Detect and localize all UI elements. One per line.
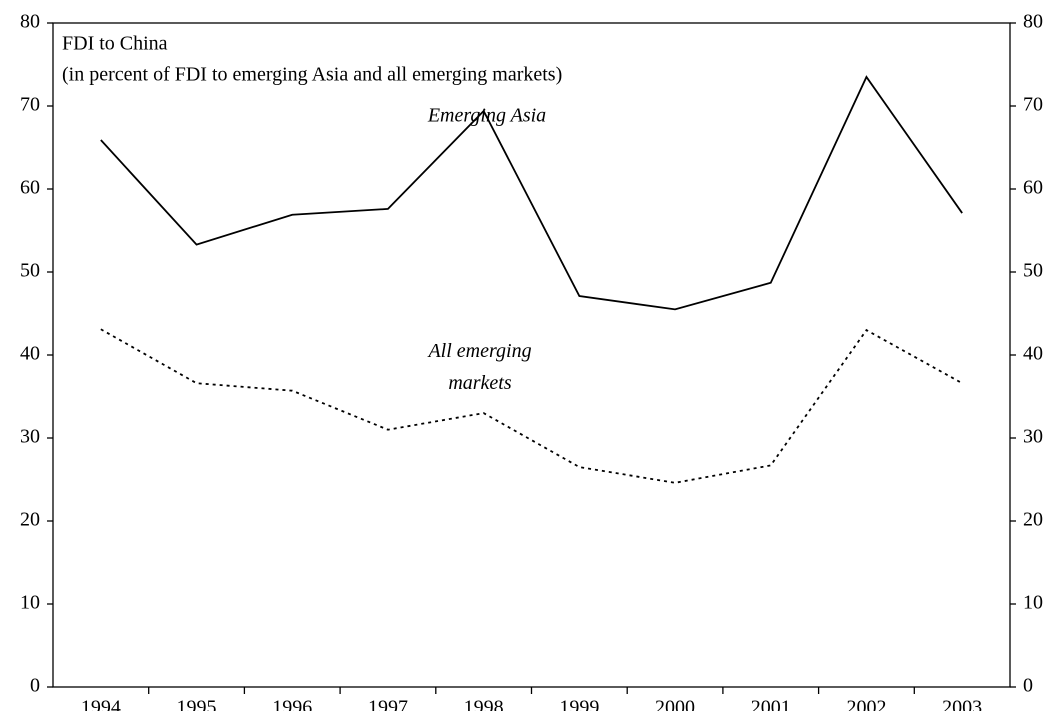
series-label: All emerging markets <box>426 340 531 394</box>
x-tick-label: 2001 <box>751 697 791 711</box>
y-tick-label: 80 <box>20 11 40 33</box>
series-label: Emerging Asia <box>427 105 546 127</box>
y2-tick-label: 10 <box>1023 592 1043 614</box>
series-line <box>100 75 963 311</box>
chart-title: FDI to China <box>62 33 168 55</box>
y-tick-label: 10 <box>20 592 40 614</box>
y-tick-label: 0 <box>30 675 40 697</box>
y2-tick-label: 30 <box>1023 426 1043 448</box>
series-label-line: markets <box>448 372 512 394</box>
y-tick-label: 20 <box>20 509 40 531</box>
y2-tick-label: 40 <box>1023 343 1043 365</box>
chart-subtitle: (in percent of FDI to emerging Asia and … <box>62 64 562 86</box>
x-tick-label: 1996 <box>272 697 312 711</box>
y2-tick-label: 0 <box>1023 675 1033 697</box>
x-tick-label: 1994 <box>81 697 121 711</box>
y2-tick-label: 60 <box>1023 177 1043 199</box>
y2-tick-label: 50 <box>1023 260 1043 282</box>
x-tick-label: 1997 <box>368 697 408 711</box>
y-tick-label: 60 <box>20 177 40 199</box>
x-tick-label: 2003 <box>942 697 982 711</box>
y2-tick-label: 70 <box>1023 94 1043 116</box>
y2-tick-label: 20 <box>1023 509 1043 531</box>
x-tick-label: 1999 <box>559 697 599 711</box>
series-line <box>100 328 963 484</box>
y-tick-label: 30 <box>20 426 40 448</box>
x-tick-label: 1995 <box>177 697 217 711</box>
x-tick-label: 2002 <box>846 697 886 711</box>
y-tick-label: 40 <box>20 343 40 365</box>
x-tick-label: 2000 <box>655 697 695 711</box>
y-tick-label: 70 <box>20 94 40 116</box>
series-label-line: All emerging <box>426 340 531 362</box>
y-tick-label: 50 <box>20 260 40 282</box>
y2-tick-label: 80 <box>1023 11 1043 33</box>
x-tick-label: 1998 <box>464 697 504 711</box>
